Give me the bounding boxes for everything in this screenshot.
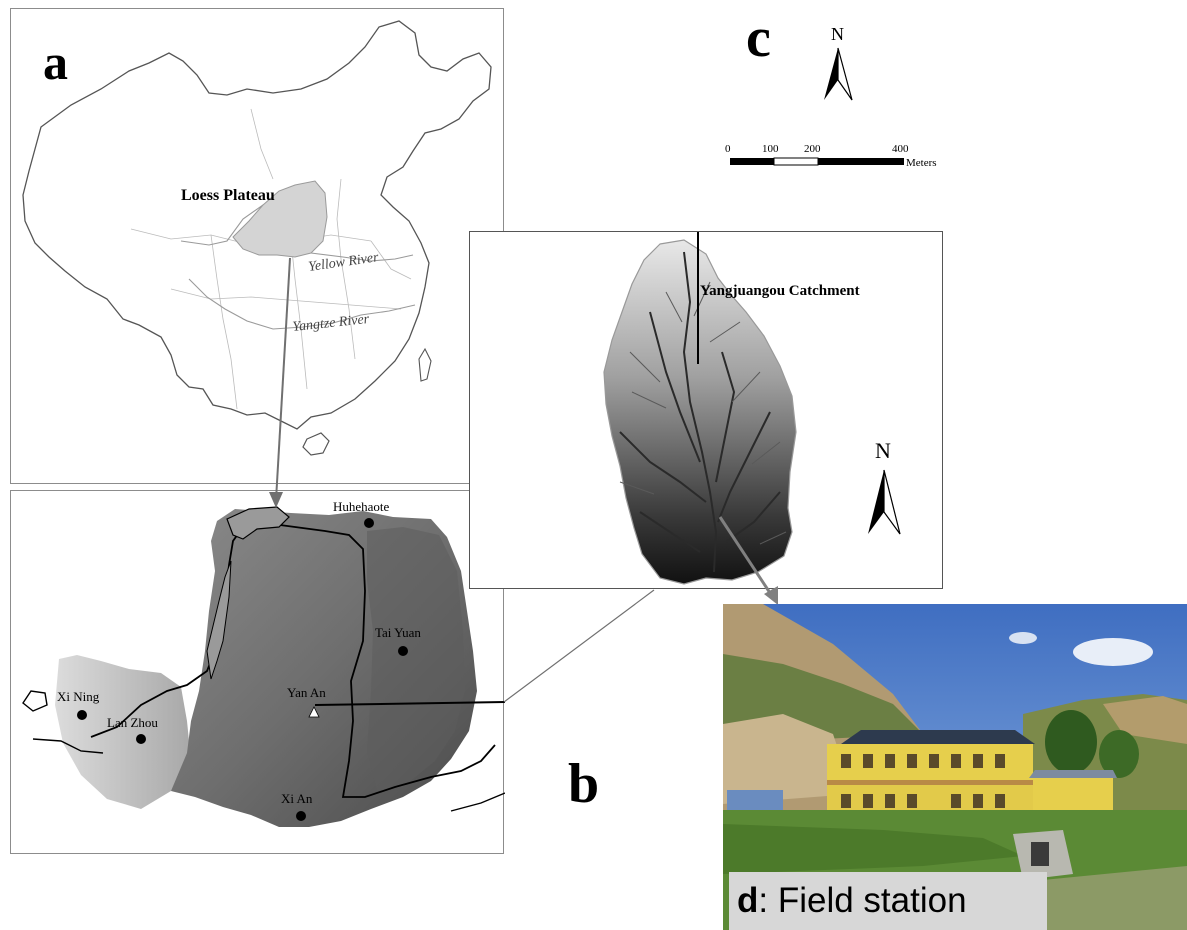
station-roof bbox=[841, 730, 1035, 744]
sluice-gate bbox=[1031, 842, 1049, 866]
caption-text: : Field station bbox=[758, 881, 967, 920]
huhehaote-label: Huhehaote bbox=[333, 499, 390, 514]
scale-tick-100: 100 bbox=[762, 143, 779, 155]
province-borders bbox=[130, 108, 412, 410]
catchment-svg: Yangjuangou Catchment N bbox=[603, 232, 901, 585]
taiyuan-label: Tai Yuan bbox=[375, 625, 421, 640]
plateau-east-mountains bbox=[367, 527, 465, 791]
foreground-grass-dark bbox=[723, 824, 1023, 874]
yellow-river-loop bbox=[90, 522, 496, 798]
sand-region bbox=[226, 506, 290, 540]
lanzhou-marker bbox=[136, 734, 146, 744]
china-to-plateau-arrowhead bbox=[269, 492, 283, 508]
panel-a-letter: a bbox=[43, 34, 68, 90]
station-annex-roof bbox=[1029, 770, 1117, 778]
station-windows bbox=[841, 754, 1005, 808]
loess-map-svg: Huhehaote Tai Yuan Xi Ning Lan Zhou Yan … bbox=[22, 499, 506, 827]
cloud-1 bbox=[1073, 638, 1153, 666]
photo-caption-box: d: Field station bbox=[729, 872, 1047, 930]
city-markers bbox=[77, 518, 408, 821]
river-west bbox=[22, 690, 48, 712]
tree-group-2 bbox=[1099, 730, 1139, 778]
taiyuan-marker bbox=[398, 646, 408, 656]
catchment-label: Yangjuangou Catchment bbox=[700, 283, 860, 299]
tree-group-1 bbox=[1045, 710, 1097, 774]
panel-b-letter: b bbox=[568, 753, 600, 815]
taiwan-island bbox=[418, 347, 432, 382]
inset-north-arrow-icon bbox=[868, 469, 901, 535]
scale-tick-200: 200 bbox=[804, 143, 821, 155]
panel-a-china-map: a Loess Plateau Yellow River Yangtze Riv… bbox=[10, 8, 504, 484]
sandy-slope bbox=[723, 714, 853, 804]
scale-unit: Meters bbox=[906, 157, 937, 169]
panel-d-field-station-photo: d: Field station bbox=[723, 604, 1187, 930]
blue-fence bbox=[727, 790, 783, 810]
caption-letter: d bbox=[737, 881, 759, 920]
yanan-pointer-line bbox=[314, 701, 506, 706]
river-southeast bbox=[450, 792, 506, 812]
inset-north-label: N bbox=[875, 438, 891, 463]
xian-label: Xi An bbox=[281, 791, 313, 806]
river-southwest bbox=[32, 738, 104, 754]
drainage-tributaries bbox=[619, 281, 787, 545]
cloud-2 bbox=[1009, 632, 1037, 644]
panel-c-header-svg: N 0 100 200 400 Meters bbox=[725, 24, 937, 169]
xining-label: Xi Ning bbox=[57, 689, 100, 704]
field-station-photo-svg bbox=[723, 604, 1187, 930]
pond-water bbox=[1023, 866, 1187, 930]
station-balcony-rail bbox=[827, 780, 1033, 785]
catchment-to-photo-arrow bbox=[718, 516, 774, 597]
panel-b-loess-map: Huhehaote Tai Yuan Xi Ning Lan Zhou Yan … bbox=[10, 490, 506, 854]
yanan-marker bbox=[308, 706, 320, 718]
china-to-plateau-arrow bbox=[275, 257, 291, 501]
loess-plateau-region bbox=[232, 180, 328, 258]
sand-strip bbox=[206, 560, 232, 680]
lanzhou-label: Lan Zhou bbox=[107, 715, 158, 730]
plateau-west-section bbox=[55, 655, 191, 809]
hainan-island bbox=[302, 432, 330, 456]
loess-plateau-label: Loess Plateau bbox=[181, 187, 275, 204]
panel-c-catchment: Yangjuangou Catchment N bbox=[469, 231, 943, 589]
catchment-to-photo-arrowhead bbox=[764, 586, 778, 605]
plateau-to-catchment-line bbox=[503, 589, 655, 703]
scale-bar bbox=[730, 157, 904, 166]
station-annex bbox=[1033, 778, 1113, 814]
north-arrow-label: N bbox=[831, 24, 844, 44]
scale-tick-400: 400 bbox=[892, 143, 909, 155]
china-map-svg: a Loess Plateau Yellow River Yangtze Riv… bbox=[22, 20, 492, 456]
xining-marker bbox=[77, 710, 87, 720]
yanan-label: Yan An bbox=[287, 685, 326, 700]
xian-marker bbox=[296, 811, 306, 821]
huhehaote-marker bbox=[364, 518, 374, 528]
catchment-boundary bbox=[603, 239, 797, 585]
drainage-channels bbox=[619, 251, 781, 573]
panel-c-letter: c bbox=[746, 7, 771, 69]
north-arrow-icon bbox=[824, 47, 853, 101]
scale-tick-0: 0 bbox=[725, 143, 731, 155]
yangtze-river bbox=[188, 278, 416, 330]
